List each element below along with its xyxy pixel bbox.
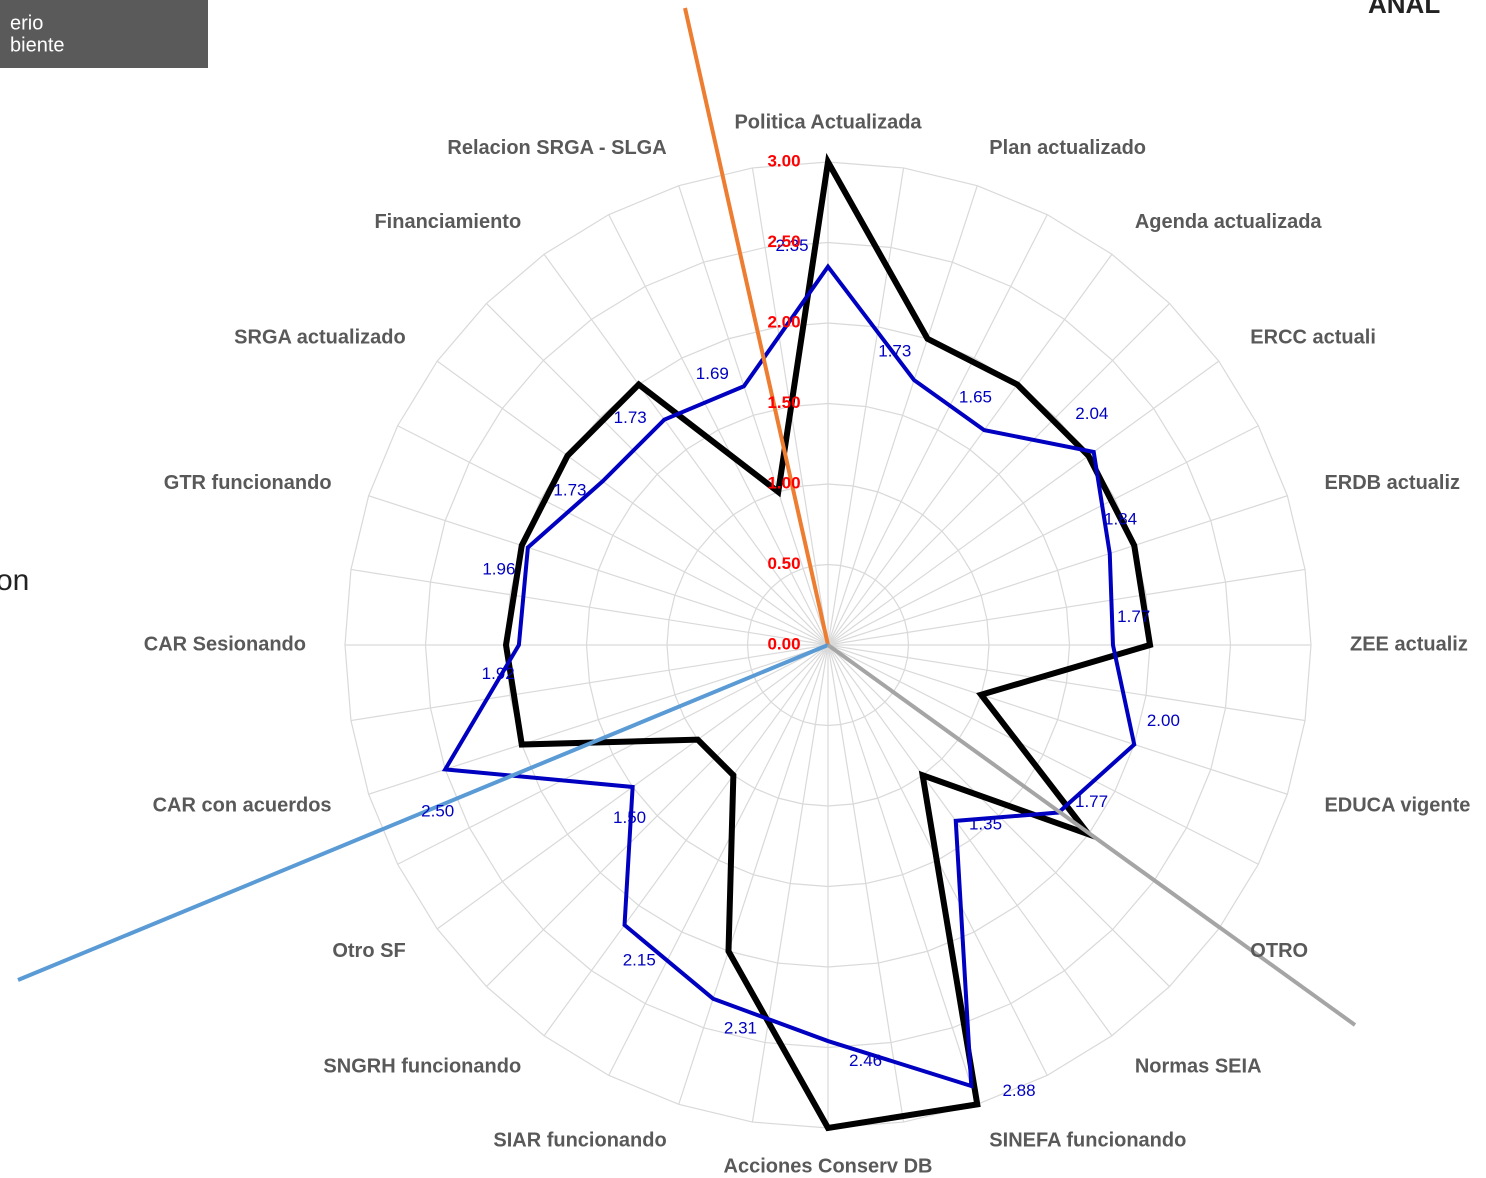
category-label: EDUCA vigente	[1324, 795, 1470, 817]
spoke	[827, 167, 905, 646]
series-line	[502, 152, 1154, 1132]
data-label: 1.77	[1117, 607, 1150, 626]
page-title: ANAL	[1368, 0, 1440, 19]
data-label: 1.73	[878, 341, 911, 360]
spoke	[827, 253, 1113, 646]
category-label: Relacion SRGA - SLGA	[447, 137, 666, 159]
logo-box	[0, 0, 208, 68]
spoke	[543, 644, 829, 1037]
data-label: 2.46	[849, 1051, 882, 1070]
logo-text: erio	[10, 12, 43, 34]
data-label: 2.31	[724, 1019, 757, 1038]
data-label: 1.73	[614, 408, 647, 427]
category-label: SIAR funcionando	[493, 1130, 666, 1152]
data-label: 2.88	[1002, 1081, 1035, 1100]
spoke	[827, 425, 1259, 646]
category-label: Agenda actualizada	[1135, 211, 1323, 233]
spoke	[397, 644, 829, 865]
category-label: SNGRH funcionando	[323, 1056, 521, 1078]
spoke	[350, 568, 829, 646]
spoke	[436, 360, 829, 646]
spoke	[827, 495, 1288, 646]
data-label: 1.65	[959, 388, 992, 407]
spoke	[827, 644, 905, 1123]
y-tick-label: 0.00	[767, 634, 800, 653]
data-label: 1.50	[613, 808, 646, 827]
data-label: 2.50	[421, 801, 454, 820]
data-label: 2.00	[1147, 711, 1180, 730]
spoke	[751, 644, 829, 1123]
data-label: 1.84	[1104, 509, 1137, 528]
spoke	[827, 644, 1259, 865]
logo-text: biente	[10, 34, 65, 56]
annotation-line	[826, 643, 1357, 1027]
category-label: CAR Sesionando	[144, 633, 306, 655]
data-label: 1.92	[482, 664, 515, 683]
spoke	[827, 360, 1220, 646]
y-tick-label: 0.50	[767, 554, 800, 573]
category-label: CAR con acuerdos	[153, 795, 332, 817]
y-tick-label: 3.00	[767, 151, 800, 170]
category-label: Financiamiento	[374, 211, 521, 233]
series-line	[441, 263, 1137, 1089]
category-label: OTRO	[1250, 940, 1308, 962]
data-label: 2.35	[775, 236, 808, 255]
data-label: 1.35	[969, 815, 1002, 834]
spoke	[678, 644, 829, 1105]
side-text: on	[0, 564, 29, 597]
spoke	[608, 644, 829, 1076]
data-label: 1.69	[696, 364, 729, 383]
spoke	[543, 253, 829, 646]
spoke	[827, 644, 978, 1105]
spoke	[827, 214, 1048, 646]
spoke	[608, 214, 829, 646]
annotation-line	[17, 643, 829, 982]
spoke	[827, 568, 1306, 646]
category-label: SRGA actualizado	[234, 326, 406, 348]
category-label: Politica Actualizada	[734, 111, 922, 133]
data-label: 1.73	[553, 480, 586, 499]
annotation-line	[683, 7, 830, 646]
category-label: GTR funcionando	[164, 472, 332, 494]
category-label: SINEFA funcionando	[989, 1130, 1186, 1152]
y-tick-label: 2.50	[767, 232, 800, 251]
data-label: 1.96	[482, 559, 515, 578]
labels: Politica Actualizada Plan actualizado Agen…	[144, 111, 1471, 1177]
data-label: 1.77	[1075, 792, 1108, 811]
category-label: Normas SEIA	[1135, 1056, 1262, 1078]
spoke	[350, 644, 829, 722]
spoke	[827, 185, 978, 646]
plot	[441, 152, 1154, 1132]
spoke	[486, 644, 829, 987]
category-label: Plan actualizado	[989, 137, 1146, 159]
y-tick-label: 1.00	[767, 473, 800, 492]
spoke	[397, 425, 829, 646]
y-tick-label: 1.50	[767, 393, 800, 412]
data-label: 2.04	[1075, 404, 1108, 423]
spoke	[486, 303, 829, 646]
category-label: ZEE actualiz	[1350, 633, 1468, 655]
spoke	[827, 644, 1306, 722]
spoke	[678, 185, 829, 646]
spoke	[827, 644, 1288, 795]
spoke	[368, 495, 829, 646]
category-label: Acciones Conserv DB	[724, 1155, 933, 1177]
y-tick-label: 2.00	[767, 312, 800, 331]
spoke	[368, 644, 829, 795]
spoke	[827, 303, 1170, 646]
category-label: ERDB actualiz	[1324, 472, 1460, 494]
data-label: 2.15	[623, 951, 656, 970]
spoke	[827, 644, 1113, 1037]
category-label: Otro SF	[332, 940, 405, 962]
category-label: ERCC actuali	[1250, 326, 1376, 348]
